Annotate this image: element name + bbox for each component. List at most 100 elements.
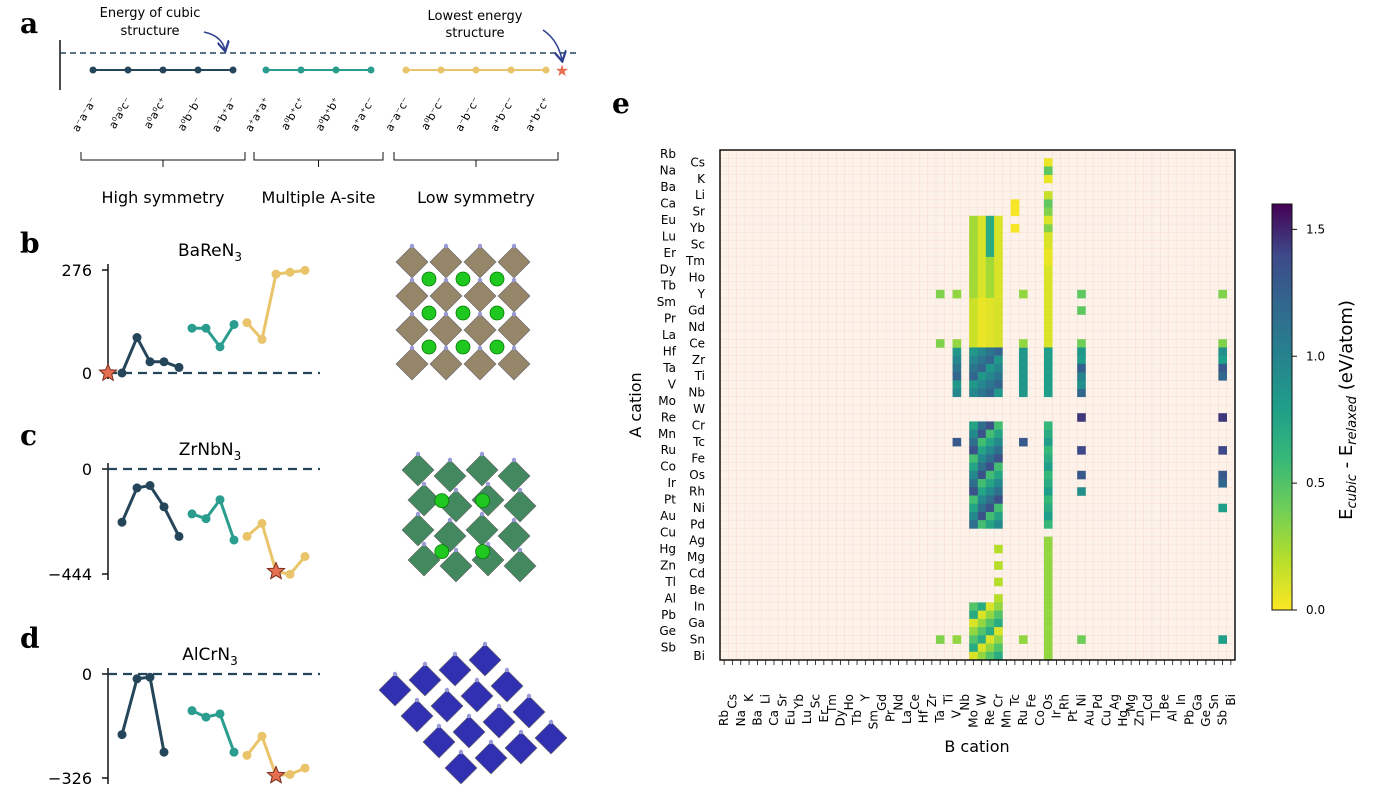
heatmap-cell — [994, 355, 1003, 365]
panel-d-star-icon — [266, 765, 286, 784]
a-tilt-label: a⁺a⁺a⁺ — [243, 95, 273, 134]
y-tick-label: Pd — [690, 517, 705, 531]
heatmap-cell — [969, 421, 978, 430]
colorbar-ticks: 0.0 0.5 1.0 1.5 — [1292, 222, 1325, 617]
heatmap-cell — [1043, 199, 1053, 208]
panel-d-point — [132, 674, 142, 684]
heatmap-cell — [969, 470, 978, 480]
heatmap-cell — [977, 224, 987, 233]
panel-b-series-0 — [120, 334, 180, 374]
heatmap-cell — [977, 503, 987, 513]
heatmap-cell — [994, 462, 1003, 472]
panel-c-point — [132, 483, 142, 493]
heatmap-cell — [994, 643, 1003, 653]
octahedron — [497, 519, 531, 553]
heatmap-cell — [977, 372, 987, 381]
heatmap-cell — [994, 429, 1003, 439]
x-tick-label: W — [975, 694, 989, 706]
a-site-atom — [455, 271, 471, 287]
heatmap-cell — [1043, 520, 1053, 529]
y-tick-label: Bi — [693, 649, 705, 663]
y-tick-label: Mg — [687, 550, 705, 564]
a-group-bracket — [80, 152, 246, 167]
a-point — [367, 66, 375, 74]
y-tick-label: Er — [663, 246, 676, 260]
heatmap-cell — [1043, 577, 1053, 587]
heatmap-cell — [1043, 355, 1053, 365]
n-atom — [409, 345, 415, 351]
heatmap-cell — [1043, 166, 1053, 175]
heatmap-cell — [1077, 487, 1086, 496]
y-tick-label: Sm — [657, 295, 676, 309]
heatmap-cell — [994, 298, 1003, 307]
heatmap-cell — [994, 446, 1003, 455]
heatmap-cell — [985, 314, 995, 324]
heatmap-cell — [1218, 446, 1227, 455]
heatmap-cell — [1218, 413, 1227, 422]
heatmap-cell — [1043, 495, 1053, 505]
heatmap-cell — [1077, 446, 1086, 455]
heatmap-cell — [985, 446, 995, 455]
x-tick-label: Ca — [767, 710, 781, 726]
heatmap-cell — [1043, 232, 1053, 241]
y-tick-label: Ag — [689, 534, 705, 548]
octahedron — [401, 513, 435, 547]
panel-c-point — [159, 502, 169, 512]
panel-d-point — [201, 712, 211, 722]
heatmap-cell — [1077, 306, 1086, 315]
n-atom — [517, 547, 523, 553]
heatmap-cell — [994, 487, 1003, 496]
heatmap-cell — [977, 495, 987, 505]
heatmap-cell — [1043, 207, 1053, 217]
heatmap-cell — [952, 363, 962, 373]
heatmap-cell — [969, 380, 978, 389]
heatmap-cell — [969, 355, 978, 365]
heatmap-cell — [1077, 470, 1086, 480]
heatmap-cell — [1043, 174, 1053, 184]
x-tick-label: Al — [1166, 710, 1180, 722]
x-tick-label: La — [900, 710, 914, 724]
heatmap-cell — [977, 380, 987, 389]
x-tick-label: Zn — [1132, 710, 1146, 726]
x-tick-label: Hg — [1116, 710, 1130, 727]
panel-c-star-icon — [266, 561, 286, 580]
heatmap-cell — [994, 470, 1003, 480]
a-point — [437, 66, 445, 74]
panel-c-point — [174, 531, 184, 541]
y-tick-label: Pt — [664, 493, 676, 507]
heatmap-cell — [969, 248, 978, 258]
heatmap-cell — [1043, 569, 1053, 579]
panel-b-point — [201, 323, 211, 333]
heatmap-cell — [977, 240, 987, 250]
x-tick-label: Ir — [1049, 710, 1063, 719]
heatmap-cell — [1043, 544, 1053, 554]
n-atom — [511, 243, 517, 249]
heatmap-cell — [1043, 158, 1053, 167]
a-tilt-label: a⁰b⁻c⁻ — [418, 95, 447, 133]
heatmap-cell — [1043, 610, 1053, 620]
heatmap-cell — [985, 380, 995, 389]
n-atom — [443, 277, 449, 283]
octahedron — [465, 453, 499, 487]
heatmap-cell — [1077, 380, 1086, 389]
y-tick-label: Ta — [662, 361, 676, 375]
x-tick-label: Ce — [908, 694, 922, 710]
y-tick-label: W — [693, 402, 705, 416]
heatmap-cell — [994, 347, 1003, 356]
y-tick-label: Yb — [689, 221, 705, 235]
x-tick-label: Mg — [1124, 694, 1138, 712]
heatmap-cell — [977, 429, 987, 439]
heatmap-cell — [1077, 372, 1086, 381]
colorbar — [1271, 203, 1293, 611]
octahedron — [497, 459, 531, 493]
octahedron — [474, 741, 508, 775]
y-tick-label: Sb — [661, 641, 676, 655]
heatmap-cell — [969, 306, 978, 315]
y-tick-label: Sn — [690, 632, 705, 646]
heatmap-xlabel: B cation — [944, 737, 1009, 756]
panel-d-title: AlCrN3 — [182, 645, 238, 668]
panel-c-point — [242, 531, 252, 541]
heatmap-cell — [994, 322, 1003, 332]
y-tick-label: Tc — [692, 435, 705, 449]
heatmap-cell — [1043, 454, 1053, 463]
